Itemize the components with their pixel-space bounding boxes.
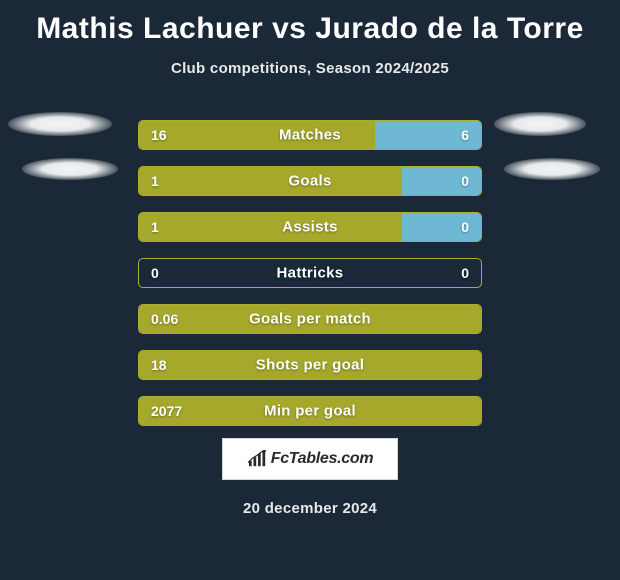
player-left-shadow: [22, 158, 118, 180]
stat-label: Goals: [288, 173, 331, 190]
bar-chart-icon: [247, 450, 269, 468]
stat-value-left: 18: [151, 357, 167, 373]
stat-row: 1 0 Assists: [0, 210, 620, 244]
player-right-shadow: [494, 112, 586, 136]
player-left-shadow: [8, 112, 112, 136]
stat-value-left: 1: [151, 219, 159, 235]
stat-row: 18 Shots per goal: [0, 348, 620, 382]
player-right-shadow: [504, 158, 600, 180]
logo-box: FcTables.com: [222, 438, 398, 480]
stat-label: Min per goal: [264, 403, 356, 420]
stat-row: 1 0 Goals: [0, 164, 620, 198]
stat-fill-left: [139, 213, 402, 241]
stat-value-right: 0: [461, 173, 469, 189]
stat-track: 2077 Min per goal: [138, 396, 482, 426]
generated-date: 20 december 2024: [243, 500, 377, 517]
subtitle: Club competitions, Season 2024/2025: [0, 60, 620, 77]
stats-container: 16 6 Matches 1 0 Goals 1 0 Assists 0 0 Hattricks 0.0…: [0, 118, 620, 440]
stat-label: Shots per goal: [256, 357, 364, 374]
stat-track: 18 Shots per goal: [138, 350, 482, 380]
stat-value-right: 6: [461, 127, 469, 143]
stat-value-left: 16: [151, 127, 167, 143]
stat-label: Matches: [279, 127, 341, 144]
stat-track: 0 0 Hattricks: [138, 258, 482, 288]
stat-value-left: 0: [151, 265, 159, 281]
stat-row: 2077 Min per goal: [0, 394, 620, 428]
page-title: Mathis Lachuer vs Jurado de la Torre: [0, 0, 620, 46]
stat-row: 16 6 Matches: [0, 118, 620, 152]
stat-row: 0.06 Goals per match: [0, 302, 620, 336]
stat-value-right: 0: [461, 265, 469, 281]
stat-label: Hattricks: [277, 265, 344, 282]
stat-track: 0.06 Goals per match: [138, 304, 482, 334]
stat-track: 1 0 Goals: [138, 166, 482, 196]
stat-track: 1 0 Assists: [138, 212, 482, 242]
stat-label: Goals per match: [249, 311, 371, 328]
stat-track: 16 6 Matches: [138, 120, 482, 150]
logo-text: FcTables.com: [271, 450, 374, 468]
stat-value-left: 2077: [151, 403, 182, 419]
stat-fill-left: [139, 167, 402, 195]
stat-value-right: 0: [461, 219, 469, 235]
stat-label: Assists: [282, 219, 337, 236]
stat-row: 0 0 Hattricks: [0, 256, 620, 290]
stat-value-left: 0.06: [151, 311, 178, 327]
stat-value-left: 1: [151, 173, 159, 189]
